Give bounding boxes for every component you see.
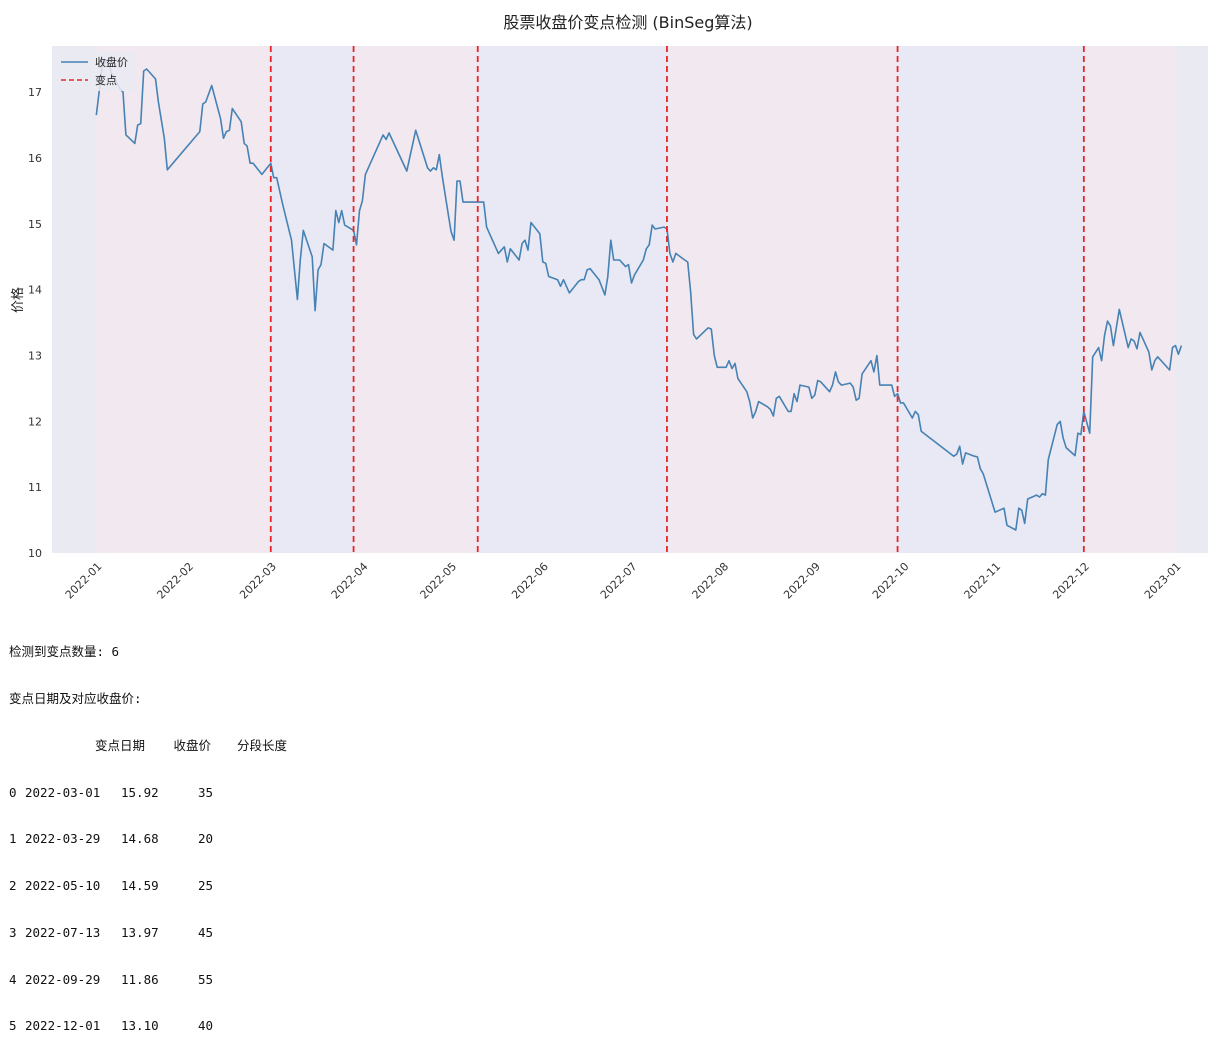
- x-tick-label: 2022-11: [962, 560, 1004, 602]
- x-tick-label: 2022-05: [418, 560, 460, 602]
- x-tick-label: 2022-12: [1050, 560, 1092, 602]
- segment-shade: [477, 46, 667, 553]
- table-header: 变点日期 收盘价 分段长度: [9, 738, 287, 754]
- plot-layer: 10 11 12 13 14 15 16 17 2022-01 2022-02 2022-03 202…: [28, 46, 1208, 602]
- console-output: 检测到变点数量: 6 变点日期及对应收盘价: 变点日期 收盘价 分段长度 0 2022…: [9, 613, 287, 1050]
- table-row: 4 2022-09-29 11.86 55: [9, 971, 213, 987]
- header-length: 分段长度: [236, 737, 287, 753]
- legend: 收盘价 变点: [56, 51, 136, 91]
- x-tick-label: 2022-08: [690, 560, 732, 602]
- y-tick-label: 14: [28, 284, 42, 297]
- x-tick-label: 2022-09: [781, 560, 823, 602]
- legend-label-price: 收盘价: [95, 55, 128, 69]
- table-row: 1 2022-03-29 14.68 20: [9, 831, 213, 847]
- table-row: 0 2022-03-01 15.92 35: [9, 784, 213, 800]
- y-tick-label: 12: [28, 415, 42, 428]
- legend-box: [56, 51, 136, 91]
- table-row: 2 2022-05-10 14.59 25: [9, 878, 213, 894]
- x-tick-label: 2022-07: [598, 560, 640, 602]
- x-tick-label: 2022-04: [329, 560, 371, 602]
- x-tick-label: 2023-01: [1142, 560, 1184, 602]
- chart-title: 股票收盘价变点检测 (BinSeg算法): [503, 13, 752, 32]
- segment-shade: [270, 46, 354, 553]
- y-tick-label: 15: [28, 218, 42, 231]
- console-line-caption: 变点日期及对应收盘价:: [9, 690, 142, 706]
- console-line-count: 检测到变点数量: 6: [9, 644, 120, 660]
- x-tick-label: 2022-01: [63, 560, 105, 602]
- segment-shade: [1083, 46, 1176, 553]
- legend-label-changepoint: 变点: [95, 73, 117, 87]
- segment-shade: [897, 46, 1084, 553]
- header-price: 收盘价: [173, 737, 211, 753]
- chart-area: 股票收盘价变点检测 (BinSeg算法) 价格 10 11 12 13 14 15 16 17…: [10, 13, 1208, 602]
- series-line-price: [95, 58, 1183, 531]
- segment-shade: [353, 46, 478, 553]
- y-tick-label: 17: [28, 86, 42, 99]
- x-tick-label: 2022-06: [509, 560, 551, 602]
- y-tick-label: 13: [28, 349, 42, 362]
- x-tick-label: 2022-03: [237, 560, 279, 602]
- segment-shade: [666, 46, 898, 553]
- y-tick-label: 16: [28, 152, 42, 165]
- x-tick-label: 2022-10: [870, 560, 912, 602]
- header-date: 变点日期: [94, 737, 145, 753]
- chart: 股票收盘价变点检测 (BinSeg算法) 价格 10 11 12 13 14 15 16 17…: [10, 13, 1208, 602]
- y-tick-label: 11: [28, 481, 42, 494]
- y-axis-label: 价格: [10, 287, 26, 313]
- table-row: 3 2022-07-13 13.97 45: [9, 924, 213, 940]
- segment-shade: [96, 46, 271, 553]
- y-tick-label: 10: [28, 547, 42, 560]
- table-row: 5 2022-12-01 13.10 40: [9, 1018, 213, 1034]
- x-tick-label: 2022-02: [154, 560, 196, 602]
